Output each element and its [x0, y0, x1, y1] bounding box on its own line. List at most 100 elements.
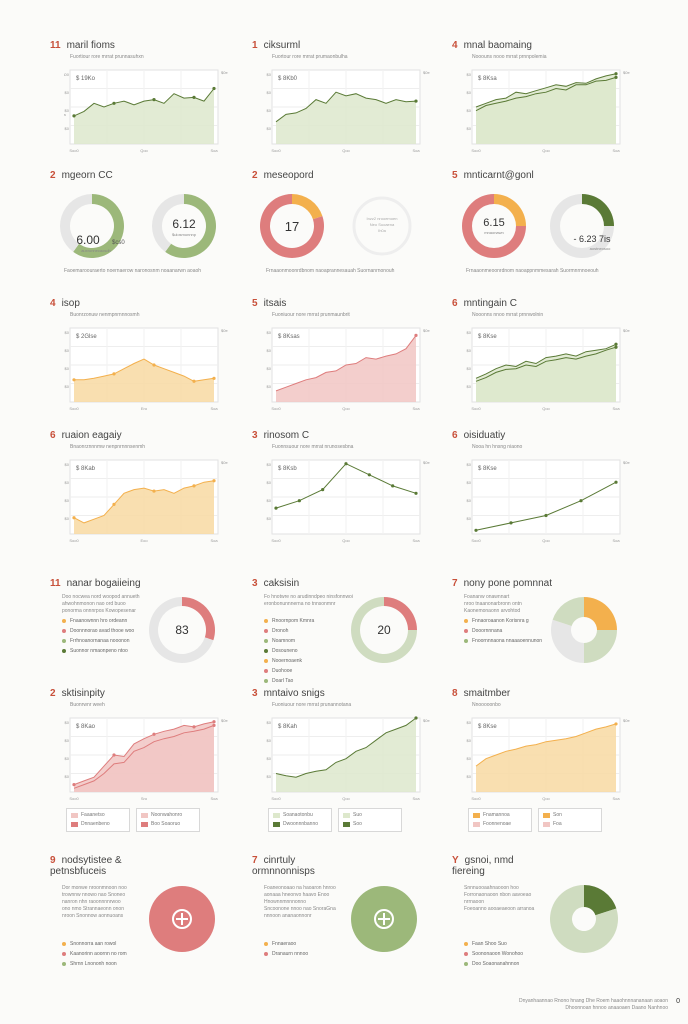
- body-line: Hnownnmnnnonno: [264, 899, 306, 905]
- x-tick-label: Qoo: [542, 796, 550, 801]
- legend-label: Doarl Tao: [272, 678, 294, 684]
- legend-dot: [264, 669, 268, 673]
- panel-title: 7 nony pone pomnnat: [452, 578, 552, 589]
- area-chart: $0 $0 $0 $0 Soo0 Qoo Soa $0e $ 8Kse: [467, 327, 630, 411]
- body-line: Foananw onawnnart: [464, 594, 510, 600]
- right-tick-label: $0e: [221, 460, 228, 465]
- y-tick-label: $0: [65, 126, 70, 131]
- inset-value: $ 8Ksa: [478, 76, 497, 82]
- legend-dot: [264, 942, 268, 946]
- y-tick-label: $00: [64, 72, 70, 77]
- x-tick-label: Eoo: [140, 538, 148, 543]
- chart-panel: 11 nanar bogaiieing Doo nocwea nord woopod…: [50, 578, 250, 703]
- x-tick-label: Soo0: [69, 148, 79, 153]
- panel-number: 7: [452, 578, 458, 589]
- data-point: [614, 72, 618, 76]
- y-tick-label: $0: [467, 90, 472, 95]
- footnote: Dnyanhaannao Rnono hnang Dhe Roem haaohn…: [519, 998, 680, 1012]
- legend: Fnaanownnn hro ordeann Doonnnorao avad th…: [62, 616, 134, 656]
- legend-item: Soononaoon Wonohoo: [464, 949, 523, 959]
- panel-title: 6 ruaion eagaiy: [50, 430, 122, 441]
- y-tick-label: $0: [267, 72, 272, 77]
- y-tick-label: $0: [467, 72, 472, 77]
- legend-label: Foa: [553, 821, 562, 827]
- y-tick-label: $0: [267, 738, 272, 743]
- right-tick-label: $0e: [423, 328, 430, 333]
- panel-title-text: rinosom C: [263, 430, 310, 441]
- y-tick-label: $0: [267, 90, 272, 95]
- panel-title-text: oisiduatiy: [463, 430, 506, 441]
- donut-slice: [260, 194, 324, 258]
- y-tick-label: $0: [267, 330, 272, 335]
- legend-item: Dranaurn nnnoo: [264, 949, 308, 959]
- y-tick-label: $0: [267, 366, 272, 371]
- y-tick-label: $0: [65, 480, 70, 485]
- y-tick-label: $0: [267, 498, 272, 503]
- x-tick-label: Soo0: [471, 406, 481, 411]
- series-line: [475, 346, 617, 382]
- data-point: [614, 722, 618, 726]
- donut-slice: [584, 597, 617, 630]
- panel-title: 5 itsais: [252, 298, 286, 309]
- legend-label: Soanaotonbu: [283, 812, 313, 818]
- panel-title: 1 ciksurml: [252, 40, 300, 51]
- center-value: 6.12: [172, 217, 196, 231]
- x-tick-label: Qoo: [342, 406, 350, 411]
- big-unit: $cs0: [112, 240, 125, 246]
- panel-title-text: meseopord: [263, 170, 314, 181]
- sub-value: auxrunnecaosdh: [81, 248, 111, 253]
- panel-number: 2: [252, 170, 258, 181]
- legend-dot: [62, 629, 66, 633]
- y-tick-label: $0: [65, 366, 70, 371]
- panel-title: 9 nodsytistee & petnsbfuceis: [50, 855, 140, 877]
- series-line: [73, 480, 215, 524]
- legend-box: Soanaotonbu Dwoonnnbanno: [268, 808, 332, 832]
- panel-number: 5: [452, 170, 458, 181]
- inset-value: $ 8Ksb: [278, 466, 297, 472]
- data-point: [391, 484, 395, 488]
- panel-title-text: nanar bogaiieing: [66, 578, 141, 589]
- panel-title: 5 mnticarnt@gonl: [452, 170, 534, 181]
- series-area: [276, 92, 416, 144]
- legend-item: Rnoornpom Kmnra: [264, 616, 314, 626]
- y-tick-label: $0: [467, 720, 472, 725]
- body-line: nrrnaoon: [464, 899, 485, 905]
- x-tick-label: Soa: [412, 538, 420, 543]
- panel-number: 7: [252, 855, 258, 866]
- legend: Rnoornpom Kmnra Dronoh Noamnom Dosouneno Noo…: [264, 616, 314, 686]
- y-tick-label: $0: [65, 330, 70, 335]
- pie-chart: [351, 886, 417, 952]
- y-tick-label: $0: [267, 516, 272, 521]
- data-point: [72, 783, 76, 787]
- legend-item: Fnoornnnaona nnaaaoennunon: [464, 636, 542, 646]
- legend-item: Doo Soaonanahnnon: [464, 959, 523, 969]
- legend-item: Faan Shoo Suo: [464, 939, 523, 949]
- panel-title: 11 maril fioms: [50, 40, 115, 51]
- right-tick-label: $0e: [423, 718, 430, 723]
- center-value: 6.15: [483, 217, 504, 229]
- legend-swatch: [343, 822, 350, 827]
- body-line: nanron nhn raoonnnnrwoo: [62, 899, 121, 905]
- series-area: [476, 77, 616, 144]
- panel-title: 2 sktisinpity: [50, 688, 105, 699]
- panel-title: 7 cinrtuly ormnnonnisps: [252, 855, 342, 877]
- legend-box: Suo Soo: [338, 808, 402, 832]
- x-tick-label: Soa: [412, 796, 420, 801]
- legend-label: Fnaanownnn hro ordeann: [70, 618, 128, 624]
- area-chart: $0 $0 $0 $0 Soo0 Qoo Soa $0e $ 8Kse: [467, 717, 630, 801]
- body-line: nroon Snonnow aonnuoans: [62, 913, 124, 919]
- data-point: [614, 480, 618, 484]
- legend-dot: [264, 659, 268, 663]
- area-chart: $0 $0 $0 $0 Soo0 Qoo Soa $0e $ 8Ksb: [267, 459, 430, 543]
- panel-subtitle: Buonrzonuw nenmpnrnnnosmh: [70, 312, 140, 318]
- series-line: [275, 717, 417, 778]
- inset-value: $ 8Kah: [278, 724, 297, 730]
- data-point: [112, 101, 116, 105]
- y-tick-label: $0: [267, 720, 272, 725]
- legend-label: Fnamannoa: [483, 812, 510, 818]
- chart-panel: 2 meseopord 17 Inzz2 nrooemoen Neo Suoaena Ih…: [252, 170, 452, 295]
- legend-table: Soanaotonbu Dwoonnnbanno Suo Soo: [268, 808, 402, 832]
- series-area: [74, 480, 214, 534]
